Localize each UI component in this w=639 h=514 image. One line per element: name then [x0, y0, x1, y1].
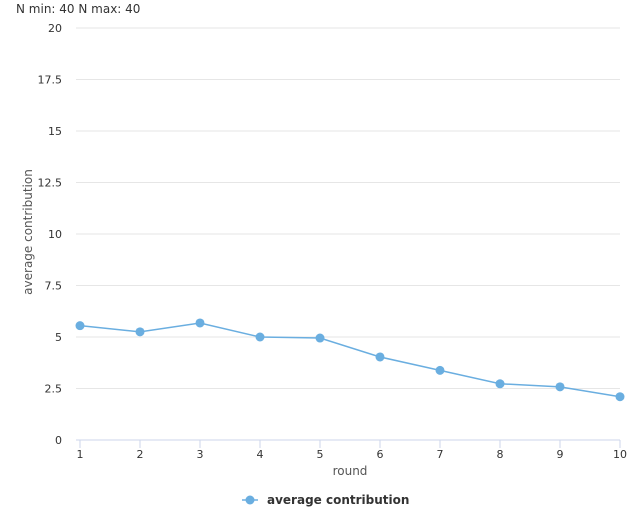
y-tick-label: 17.5	[38, 74, 63, 87]
legend-marker	[245, 495, 255, 505]
legend-item-label[interactable]: average contribution	[267, 493, 409, 507]
x-tick-label: 8	[497, 448, 504, 461]
x-tick-label: 2	[137, 448, 144, 461]
x-tick-label: 3	[197, 448, 204, 461]
y-tick-label: 7.5	[45, 280, 63, 293]
data-point[interactable]	[435, 365, 445, 375]
data-point[interactable]	[255, 332, 265, 342]
y-tick-label: 12.5	[38, 177, 63, 190]
y-axis-title: average contribution	[21, 169, 35, 295]
data-point[interactable]	[135, 327, 145, 337]
axes: 0 2.5 5 7.5 10 12.5 15 17.5 20 1 2 3 4 5 6 7 8 9 10 round av…	[21, 22, 627, 478]
x-tick-label: 6	[377, 448, 384, 461]
y-tick-label: 2.5	[45, 383, 63, 396]
data-point[interactable]	[615, 392, 625, 402]
y-tick-label: 15	[48, 125, 62, 138]
y-tick-label: 5	[55, 331, 62, 344]
x-tick-label: 10	[613, 448, 627, 461]
x-tick-label: 5	[317, 448, 324, 461]
x-tick-label: 4	[257, 448, 264, 461]
data-point[interactable]	[195, 318, 205, 328]
y-tick-label: 10	[48, 228, 62, 241]
series-line	[79, 322, 621, 398]
y-tick-label: 0	[55, 434, 62, 447]
data-point[interactable]	[375, 352, 385, 362]
x-tick-label: 1	[77, 448, 84, 461]
y-tick-label: 20	[48, 22, 62, 35]
n-range-label: N min: 40 N max: 40	[16, 2, 141, 16]
x-tick-label: 7	[437, 448, 444, 461]
data-point[interactable]	[75, 321, 85, 331]
x-axis-title: round	[333, 464, 368, 478]
data-point[interactable]	[495, 379, 505, 389]
data-point[interactable]	[555, 382, 565, 392]
series-layer	[75, 318, 625, 402]
data-point[interactable]	[315, 333, 325, 343]
gridlines	[76, 27, 620, 441]
legend[interactable]: average contribution	[242, 493, 409, 507]
x-tick-label: 9	[557, 448, 564, 461]
